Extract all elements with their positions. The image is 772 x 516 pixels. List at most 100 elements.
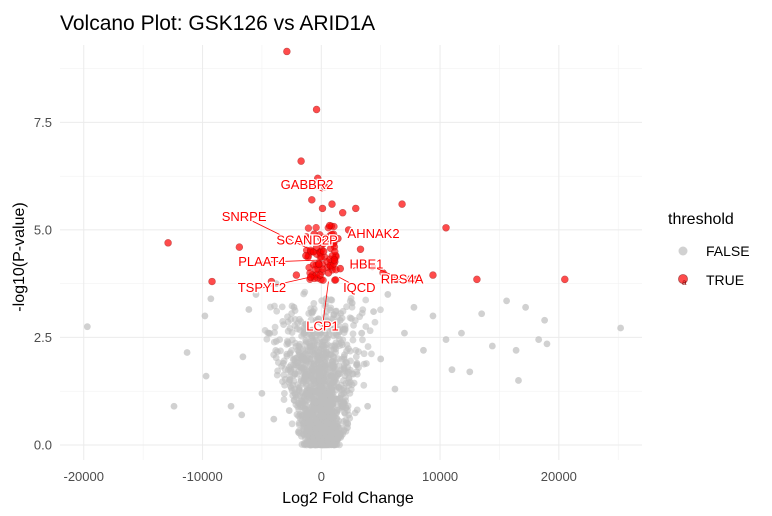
chart-title: Volcano Plot: GSK126 vs ARID1A	[60, 12, 375, 35]
point-false	[290, 303, 298, 311]
point-false	[351, 409, 359, 417]
point-false	[332, 308, 340, 315]
point-false	[377, 306, 384, 314]
point-false	[420, 346, 427, 354]
point-false	[273, 371, 281, 379]
point-false	[319, 378, 327, 385]
point-false	[360, 381, 368, 389]
point-true	[310, 230, 318, 238]
point-true	[442, 224, 450, 232]
point-false	[328, 385, 336, 393]
point-true	[318, 204, 327, 213]
point-false	[313, 342, 321, 349]
x-tick-label: 20000	[541, 469, 577, 484]
point-false	[308, 440, 316, 447]
y-tick-label: 7.5	[34, 115, 52, 130]
point-true	[429, 271, 437, 279]
point-false	[353, 370, 361, 378]
y-axis-title: -log10(P-value)	[11, 202, 28, 311]
point-false	[345, 345, 352, 353]
point-false	[362, 323, 370, 330]
point-false	[239, 353, 247, 361]
point-true	[412, 275, 421, 284]
point-false	[329, 315, 337, 323]
x-axis-title: Log2 Fold Change	[282, 490, 414, 507]
point-false	[321, 429, 329, 437]
legend-true-glyph: a	[682, 278, 687, 287]
point-false	[332, 441, 340, 449]
point-false	[317, 411, 325, 418]
x-tick-label: 0	[318, 469, 325, 484]
point-false	[297, 377, 305, 385]
point-false	[328, 296, 336, 304]
point-false	[335, 395, 343, 402]
point-false	[301, 405, 309, 413]
point-false	[323, 401, 331, 409]
legend: threshold FALSE a TRUE	[668, 211, 750, 288]
point-false	[263, 335, 271, 343]
point-false	[245, 306, 253, 313]
legend-true-swatch	[678, 274, 688, 284]
point-false	[288, 420, 296, 428]
point-true	[302, 252, 310, 260]
point-false	[314, 329, 322, 337]
gene-label-leader	[243, 216, 315, 252]
point-true	[328, 200, 336, 208]
point-false	[295, 342, 303, 350]
point-false	[170, 402, 178, 410]
point-false	[448, 366, 456, 374]
point-false	[333, 378, 341, 386]
point-false	[339, 336, 347, 344]
point-true	[344, 226, 353, 234]
gene-labels: GABBR2 SNRPE AHNAK2 SCAND2P HBE1 PLAAT4 RPS4A T…	[220, 176, 425, 335]
point-false	[283, 352, 291, 360]
point-false	[325, 380, 332, 388]
y-tick-label: 2.5	[34, 330, 52, 345]
point-false	[360, 360, 368, 368]
point-true	[330, 256, 339, 264]
point-false	[364, 402, 372, 410]
point-false	[279, 378, 286, 386]
y-tick-label: 0.0	[34, 437, 52, 452]
point-true	[336, 264, 345, 273]
point-false	[329, 359, 337, 367]
point-false	[353, 359, 361, 367]
gene-label: LCP1	[306, 319, 339, 334]
point-false	[323, 437, 331, 445]
point-false	[346, 366, 354, 374]
point-false	[340, 389, 348, 397]
point-false	[336, 316, 344, 324]
point-false	[370, 308, 377, 316]
point-false	[290, 377, 298, 385]
point-false	[522, 303, 529, 311]
gene-label: RPS4A	[381, 271, 424, 286]
point-false	[352, 346, 360, 354]
gene-label: GABBR2	[281, 177, 334, 192]
point-false	[321, 329, 329, 337]
point-false	[358, 309, 366, 317]
point-false	[346, 314, 354, 322]
point-true	[322, 236, 330, 245]
point-true	[208, 277, 216, 286]
point-true	[312, 105, 321, 114]
gene-label: SCAND2P	[276, 233, 337, 248]
point-false	[384, 291, 392, 298]
point-false	[300, 420, 307, 427]
point-false	[364, 343, 372, 350]
point-true	[368, 262, 377, 271]
y-tick-label: 5.0	[34, 222, 52, 237]
gene-label-leader	[376, 268, 403, 280]
point-false	[352, 353, 360, 361]
point-false	[333, 420, 341, 427]
point-false	[313, 355, 321, 363]
point-false	[340, 329, 348, 336]
point-false	[515, 377, 522, 384]
series-true-points	[164, 47, 569, 286]
point-false	[202, 372, 210, 380]
point-false	[301, 370, 309, 377]
point-false	[272, 354, 280, 362]
gene-label-leader	[322, 281, 329, 327]
point-false	[541, 316, 549, 324]
point-false	[466, 368, 474, 376]
gene-label-leader	[352, 263, 367, 270]
